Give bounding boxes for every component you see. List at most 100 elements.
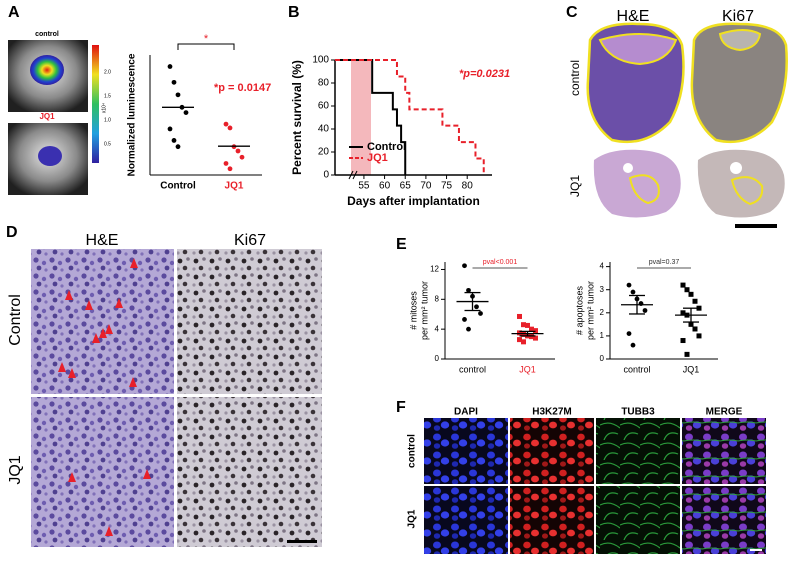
fluorescence-image (596, 486, 680, 554)
x-tick-label: JQ1 (225, 181, 244, 192)
data-point (680, 282, 686, 288)
panel-label: C (566, 4, 578, 21)
data-point (167, 126, 173, 132)
x-tick-label: 60 (379, 181, 391, 192)
luminescence-signal (30, 55, 64, 85)
column-header: Ki67 (722, 8, 754, 25)
y-axis-label: Percent survival (%) (290, 60, 304, 175)
y-tick-label: 3 (600, 285, 605, 294)
fluorescence-image (424, 486, 508, 554)
column-header: DAPI (454, 407, 478, 418)
x-tick-label: Control (160, 181, 196, 192)
data-point (462, 263, 467, 269)
data-point (183, 110, 189, 115)
data-point (533, 335, 538, 341)
micrograph (31, 397, 174, 547)
data-point (466, 287, 471, 293)
x-tick-label: control (623, 364, 650, 374)
data-point (466, 326, 471, 332)
annotation: *p = 0.0147 (214, 82, 271, 94)
significance-bracket (177, 43, 235, 50)
colorbar-label: 2.0 (104, 69, 111, 75)
column-header: H3K27M (532, 407, 571, 418)
data-point (642, 308, 648, 313)
row-header: JQ1 (568, 175, 582, 197)
fluorescence-image (510, 418, 594, 484)
panel-label: E (396, 236, 407, 253)
data-point (630, 289, 636, 295)
row-header: control (407, 434, 418, 468)
data-point (175, 92, 181, 98)
x-tick-label: control (459, 364, 486, 374)
data-point (688, 291, 694, 297)
x-tick-label: JQ1 (519, 364, 536, 374)
x-tick-label: 55 (358, 181, 370, 192)
panel-label: A (8, 4, 20, 21)
data-point (235, 148, 241, 154)
ventricle (730, 162, 742, 174)
panel-label: D (6, 224, 18, 241)
data-point (223, 121, 229, 127)
axis-break (348, 170, 358, 180)
data-point (626, 282, 632, 288)
data-point (684, 287, 690, 293)
data-point (223, 161, 229, 166)
y-tick-label: 0 (435, 354, 440, 363)
luminescence-signal (38, 146, 62, 166)
y-tick-label: 80 (318, 78, 330, 89)
data-point (533, 328, 538, 334)
data-point (167, 64, 173, 69)
colorbar-label: 0.5 (104, 141, 111, 147)
x-tick-label: JQ1 (683, 364, 700, 374)
column-header: MERGE (706, 407, 743, 418)
x-tick-label: 80 (462, 181, 474, 192)
y-axis-label: # mitoses (408, 291, 418, 330)
survival-curve (335, 59, 485, 175)
data-point (692, 298, 698, 304)
data-point (171, 79, 177, 85)
fluorescence-image (510, 486, 594, 554)
y-tick-label: 0 (600, 354, 605, 363)
image-label: control (35, 31, 59, 38)
panel-d: H&E Ki67 Control JQ1 (7, 232, 322, 547)
x-tick-label: 70 (420, 181, 432, 192)
panel-f: DAPI H3K27M TUBB3 MERGE control JQ1 (407, 407, 766, 554)
annotation: *p=0.0231 (459, 68, 510, 80)
x-axis-label: Days after implantation (347, 194, 480, 208)
y-tick-label: 0 (323, 170, 329, 181)
data-point (680, 310, 686, 316)
panel-a-images: control JQ1 2.0 1.5 1.0 0.5 x10⁴ (8, 31, 111, 195)
annotation: pval=0.37 (649, 259, 680, 266)
data-point (171, 138, 177, 143)
tissue-section (697, 149, 785, 218)
panel-label: F (396, 399, 406, 416)
annotation: pval<0.001 (483, 259, 518, 266)
mitosis-arrowheads (58, 258, 151, 536)
tumor-outline (598, 33, 678, 66)
survival-curve (335, 59, 407, 175)
data-point (517, 337, 522, 343)
micrograph (177, 249, 322, 394)
row-header: control (568, 60, 582, 96)
y-tick-label: 4 (600, 262, 605, 271)
panel-label: B (288, 4, 300, 21)
scale-bar (735, 224, 777, 228)
fluorescence-image (424, 418, 508, 484)
row-header: JQ1 (7, 455, 24, 484)
colorbar (92, 45, 99, 163)
y-tick-label: 100 (312, 55, 329, 66)
data-point (175, 144, 181, 150)
y-tick-label: 4 (435, 324, 440, 333)
data-point (227, 125, 233, 131)
y-tick-label: 60 (318, 101, 330, 112)
tissue-section (690, 22, 788, 144)
data-point (529, 334, 534, 340)
data-point (630, 342, 636, 348)
data-point (684, 351, 690, 357)
data-point (529, 326, 534, 332)
fluorescence-image (682, 418, 766, 484)
y-axis-label: per mm² tumor (585, 281, 595, 340)
micrograph (31, 249, 174, 394)
